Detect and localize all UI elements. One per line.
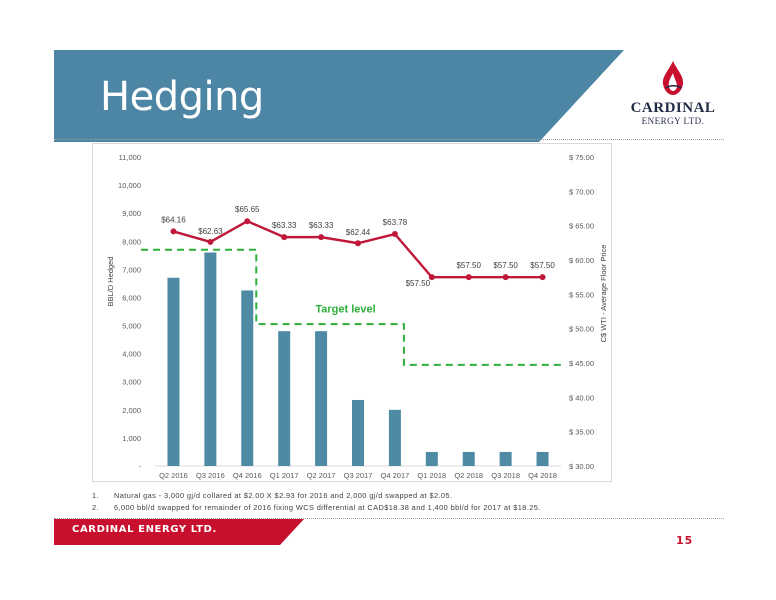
y-axis-title: BBL/D Hedged xyxy=(106,256,115,306)
x-tick-label: Q1 2017 xyxy=(270,471,299,480)
y2-tick-label: $ 55.00 xyxy=(569,290,594,299)
price-point xyxy=(170,228,177,235)
target-level-label: Target level xyxy=(315,304,375,316)
bar xyxy=(388,409,401,466)
x-tick-label: Q3 2018 xyxy=(491,471,520,480)
price-data-label: $63.33 xyxy=(309,221,334,230)
logo-subtitle: ENERGY LTD. xyxy=(641,116,705,126)
y-tick-label: 2,000 xyxy=(122,406,141,415)
price-data-label: $64.16 xyxy=(161,215,186,224)
y-tick-label: 3,000 xyxy=(122,378,141,387)
footer-banner xyxy=(54,519,304,545)
price-data-label: $65.65 xyxy=(235,205,260,214)
bar xyxy=(352,399,364,466)
price-data-label: $62.63 xyxy=(198,227,223,236)
y-tick-label: 1,000 xyxy=(122,434,141,443)
x-tick-label: Q2 2018 xyxy=(454,471,483,480)
footnote-number: 1. xyxy=(92,491,99,500)
price-data-label: $57.50 xyxy=(456,261,481,270)
y-tick-label: - xyxy=(139,462,142,471)
price-data-label: $57.50 xyxy=(406,279,431,288)
y-tick-label: 11,000 xyxy=(119,153,141,162)
footnote-number: 2. xyxy=(92,503,99,512)
y2-tick-label: $ 45.00 xyxy=(569,359,594,368)
x-tick-label: Q4 2016 xyxy=(233,471,262,480)
x-tick-label: Q2 2017 xyxy=(307,471,336,480)
title-banner-shape xyxy=(54,50,624,142)
chart-canvas: - 1,000 2,000 3,000 4,000 5,000 6,000 7,000 8,00… xyxy=(106,153,608,480)
price-point xyxy=(428,274,435,281)
y2-tick-label: $ 65.00 xyxy=(569,222,594,231)
flame-drop-icon xyxy=(662,61,684,95)
price-point xyxy=(355,240,361,247)
y-tick-label: 7,000 xyxy=(122,265,141,274)
page-number: 15 xyxy=(676,534,694,547)
bar xyxy=(167,277,180,466)
hedging-chart: - 1,000 2,000 3,000 4,000 5,000 6,000 7,000 8,00… xyxy=(92,143,612,482)
footer-company-name: CARDINAL ENERGY LTD. xyxy=(72,524,217,535)
x-tick-label: Q1 2018 xyxy=(417,471,446,480)
x-tick-label: Q2 2016 xyxy=(159,471,188,480)
footnote-2: 2. 6,000 bbl/d swapped for remainder of … xyxy=(92,503,652,515)
price-point xyxy=(318,234,325,241)
logo-name: CARDINAL xyxy=(630,100,716,116)
bar xyxy=(499,451,512,466)
price-point xyxy=(281,234,288,241)
price-point xyxy=(391,231,398,238)
price-data-label: $57.50 xyxy=(530,261,555,270)
bar xyxy=(278,331,291,466)
y2-tick-label: $ 30.00 xyxy=(569,462,594,471)
x-tick-label: Q4 2017 xyxy=(381,471,410,480)
price-data-label: $63.78 xyxy=(383,218,408,227)
bar xyxy=(425,451,438,466)
target-level-line xyxy=(141,248,561,366)
divider-top xyxy=(54,139,724,140)
y-tick-label: 5,000 xyxy=(122,322,141,331)
divider-bottom xyxy=(54,518,724,519)
y2-tick-label: $ 75.00 xyxy=(569,153,594,162)
y-tick-label: 6,000 xyxy=(122,293,141,302)
footnote-1: 1. Natural gas - 3,000 gj/d collared at … xyxy=(92,491,652,503)
footnotes: 1. Natural gas - 3,000 gj/d collared at … xyxy=(92,491,652,515)
footer-banner-shape xyxy=(54,519,304,545)
footnote-text: 6,000 bbl/d swapped for remainder of 201… xyxy=(114,503,541,512)
y2-tick-label: $ 70.00 xyxy=(569,187,594,196)
title-banner xyxy=(54,50,624,142)
price-data-label: $57.50 xyxy=(493,261,518,270)
y2-tick-label: $ 35.00 xyxy=(569,428,594,437)
price-point xyxy=(207,238,214,245)
y-tick-label: 4,000 xyxy=(122,350,141,359)
y2-tick-label: $ 40.00 xyxy=(569,393,594,402)
y2-tick-label: $ 50.00 xyxy=(569,325,594,334)
price-point xyxy=(539,274,546,281)
y-tick-label: 9,000 xyxy=(122,209,141,218)
x-tick-label: Q4 2018 xyxy=(528,471,557,480)
price-point xyxy=(502,274,509,281)
price-data-label: $63.33 xyxy=(272,221,297,230)
page-title: Hedging xyxy=(100,74,264,120)
y-tick-label: 10,000 xyxy=(118,181,141,190)
company-logo: CARDINAL ENERGY LTD. xyxy=(618,60,728,134)
bar xyxy=(536,451,549,466)
price-point xyxy=(465,274,472,281)
bar xyxy=(241,290,254,466)
bar xyxy=(204,252,217,466)
x-tick-label: Q3 2017 xyxy=(344,471,373,480)
bar xyxy=(315,331,328,466)
footnote-text: Natural gas - 3,000 gj/d collared at $2.… xyxy=(114,491,453,500)
y-tick-label: 8,000 xyxy=(122,237,141,246)
price-point xyxy=(244,218,251,225)
y2-tick-label: $ 60.00 xyxy=(569,256,594,265)
bar xyxy=(462,451,475,466)
y2-axis-title: C$ WTI - Average Floor Price xyxy=(599,245,608,343)
price-data-label: $62.44 xyxy=(346,228,371,237)
x-tick-label: Q3 2016 xyxy=(196,471,225,480)
